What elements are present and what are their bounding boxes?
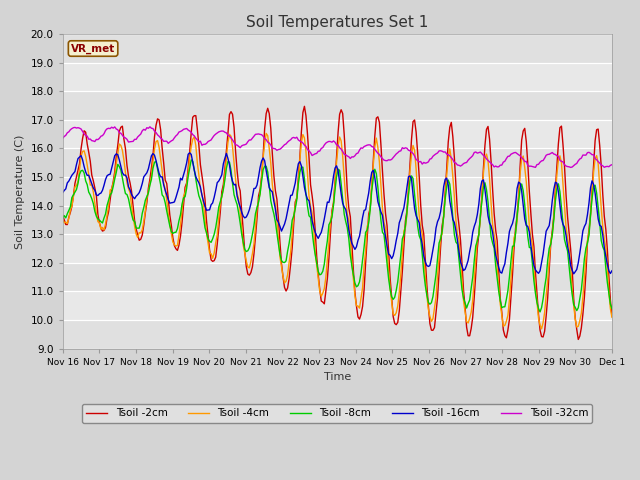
Tsoil -2cm xyxy=(250,251,258,257)
Bar xyxy=(63,34,612,62)
Tsoil -4cm xyxy=(262,131,270,136)
Tsoil -32cm xyxy=(567,165,575,170)
Bar xyxy=(63,120,612,148)
Tsoil -32cm xyxy=(580,152,588,158)
Bar xyxy=(63,62,612,91)
Tsoil -32cm xyxy=(301,142,308,148)
X-axis label: Time: Time xyxy=(324,372,351,382)
Tsoil -2cm xyxy=(59,213,67,218)
Tsoil -4cm xyxy=(126,190,134,195)
Tsoil -8cm xyxy=(580,256,588,262)
Bar xyxy=(63,291,612,320)
Line: Tsoil -2cm: Tsoil -2cm xyxy=(63,107,612,339)
Tsoil -4cm xyxy=(580,274,588,280)
Y-axis label: Soil Temperature (C): Soil Temperature (C) xyxy=(15,134,25,249)
Tsoil -8cm xyxy=(188,157,195,163)
Tsoil -2cm xyxy=(301,104,308,109)
Tsoil -4cm xyxy=(301,135,308,141)
Tsoil -32cm xyxy=(243,141,250,147)
Tsoil -4cm xyxy=(241,250,248,256)
Bar xyxy=(63,148,612,177)
Tsoil -2cm xyxy=(575,336,582,342)
Tsoil -4cm xyxy=(538,326,545,332)
Bar xyxy=(63,91,612,120)
Tsoil -8cm xyxy=(224,158,232,164)
Tsoil -16cm xyxy=(186,150,193,156)
Tsoil -8cm xyxy=(301,176,308,181)
Tsoil -8cm xyxy=(126,204,134,209)
Legend: Tsoil -2cm, Tsoil -4cm, Tsoil -8cm, Tsoil -16cm, Tsoil -32cm: Tsoil -2cm, Tsoil -4cm, Tsoil -8cm, Tsoi… xyxy=(83,404,593,422)
Text: VR_met: VR_met xyxy=(71,43,115,54)
Tsoil -32cm xyxy=(252,132,259,137)
Tsoil -16cm xyxy=(126,187,134,193)
Tsoil -4cm xyxy=(250,241,258,247)
Line: Tsoil -8cm: Tsoil -8cm xyxy=(63,160,612,312)
Tsoil -16cm xyxy=(301,184,308,190)
Tsoil -32cm xyxy=(126,139,134,144)
Tsoil -32cm xyxy=(224,132,232,138)
Line: Tsoil -4cm: Tsoil -4cm xyxy=(63,133,612,329)
Tsoil -16cm xyxy=(243,214,250,220)
Tsoil -2cm xyxy=(223,147,230,153)
Tsoil -8cm xyxy=(252,211,259,216)
Tsoil -4cm xyxy=(223,154,230,160)
Tsoil -16cm xyxy=(580,224,588,229)
Tsoil -16cm xyxy=(608,268,616,274)
Bar xyxy=(63,205,612,234)
Tsoil -2cm xyxy=(608,313,616,319)
Bar xyxy=(63,177,612,205)
Tsoil -8cm xyxy=(59,216,67,221)
Tsoil -16cm xyxy=(252,185,259,191)
Tsoil -16cm xyxy=(570,271,577,276)
Bar xyxy=(63,320,612,349)
Tsoil -32cm xyxy=(59,135,67,141)
Bar xyxy=(63,234,612,263)
Tsoil -16cm xyxy=(224,156,232,161)
Tsoil -8cm xyxy=(536,309,544,315)
Tsoil -2cm xyxy=(299,109,307,115)
Tsoil -8cm xyxy=(608,306,616,312)
Tsoil -8cm xyxy=(243,249,250,254)
Line: Tsoil -16cm: Tsoil -16cm xyxy=(63,153,612,274)
Tsoil -4cm xyxy=(59,216,67,222)
Tsoil -4cm xyxy=(608,314,616,320)
Tsoil -32cm xyxy=(146,124,154,130)
Bar xyxy=(63,263,612,291)
Line: Tsoil -32cm: Tsoil -32cm xyxy=(63,127,612,168)
Tsoil -2cm xyxy=(580,294,588,300)
Title: Soil Temperatures Set 1: Soil Temperatures Set 1 xyxy=(246,15,429,30)
Tsoil -2cm xyxy=(241,249,248,255)
Tsoil -16cm xyxy=(59,190,67,195)
Tsoil -2cm xyxy=(126,180,134,186)
Tsoil -32cm xyxy=(608,162,616,168)
